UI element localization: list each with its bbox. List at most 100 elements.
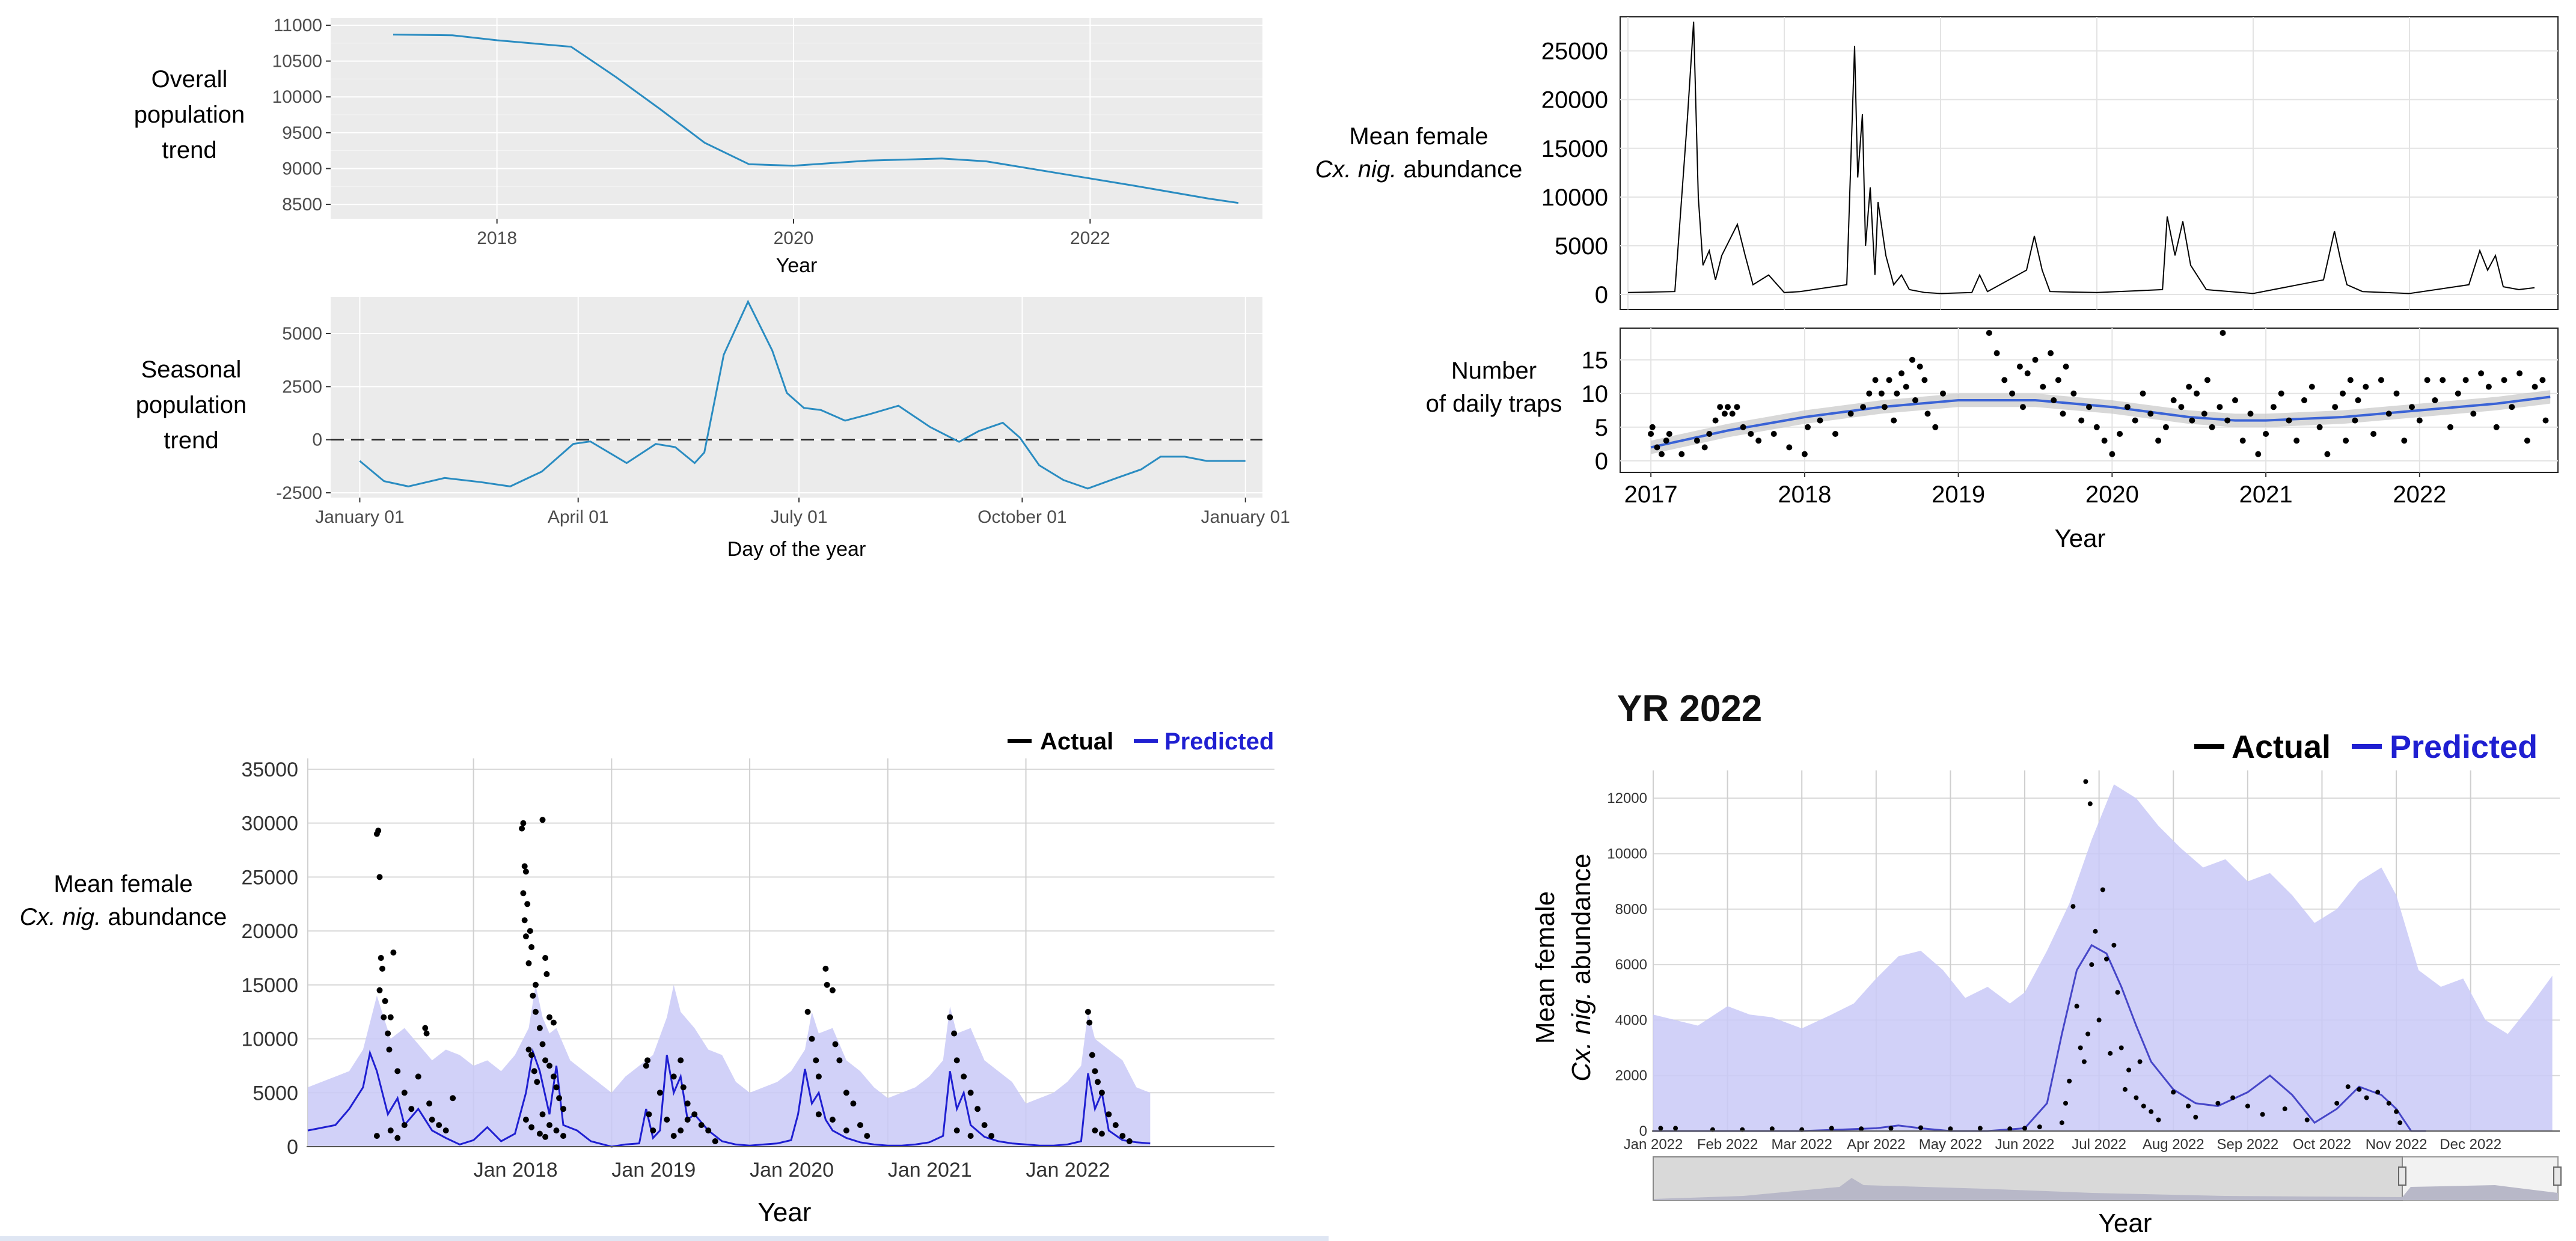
pm-actual-point	[961, 1073, 967, 1080]
seasonal-y-tick-label: -2500	[276, 483, 322, 503]
traps-point	[1734, 404, 1740, 410]
traps-point	[1898, 370, 1904, 377]
abundance-y-tick-label: 15000	[1541, 136, 1608, 162]
pm-actual-point	[387, 1127, 394, 1134]
traps-point	[2189, 417, 2195, 424]
pm-actual-point	[705, 1127, 712, 1134]
traps-point	[2140, 390, 2146, 397]
traps-point	[1986, 330, 1992, 336]
traps-point	[1740, 424, 1746, 430]
pm-actual-point	[553, 1127, 560, 1134]
traps-point	[2509, 404, 2515, 410]
traps-y-tick-label: 0	[1595, 448, 1608, 475]
y22-navigator-left-handle[interactable]	[2398, 1166, 2406, 1186]
seasonal-side-label-line2: population	[136, 392, 247, 418]
traps-point	[2340, 390, 2346, 397]
y22-actual-point	[2260, 1112, 2265, 1117]
traps-point	[1748, 431, 1754, 437]
y22-actual-points	[1658, 779, 2403, 1132]
pm-y-tick-label: 5000	[252, 1082, 298, 1105]
pm-actual-point	[815, 1111, 822, 1118]
pm-y-tick-label: 0	[287, 1136, 298, 1159]
pm-actual-point	[528, 944, 535, 950]
pm-actual-point	[680, 1084, 687, 1091]
y22-actual-point	[2122, 1087, 2128, 1092]
traps-y-ticks: 0 5 10 15	[1582, 347, 1609, 475]
traps-point	[2263, 431, 2269, 437]
y22-x-tick-label: Jul 2022	[2072, 1136, 2126, 1153]
overall-side-label-line3: trend	[162, 137, 216, 163]
seasonal-x-tick-label: October 01	[977, 507, 1066, 527]
y22-actual-point	[2394, 1109, 2399, 1114]
traps-point	[1924, 410, 1931, 417]
pm-actual-point	[670, 1073, 677, 1080]
y22-range-navigator[interactable]	[1653, 1156, 2562, 1201]
traps-point	[2347, 377, 2354, 383]
traps-point	[2155, 438, 2162, 444]
pm-legend-predicted-label: Predicted	[1164, 728, 1274, 755]
pm-actual-point	[426, 1100, 433, 1107]
traps-point	[2217, 404, 2223, 410]
traps-point	[2239, 438, 2246, 444]
traps-point	[2109, 451, 2116, 457]
y22-y-tick-label: 8000	[1615, 901, 1647, 918]
yr2022-title: YR 2022	[1617, 688, 1762, 730]
traps-point	[1917, 364, 1923, 370]
traps-point	[1649, 424, 1656, 430]
y22-actual-point	[2230, 1095, 2236, 1100]
overall-x-tick-label: 2020	[774, 228, 814, 248]
pm-actual-point	[953, 1127, 960, 1134]
pm-actual-point	[542, 1057, 549, 1064]
seasonal-y-tick-label: 0	[312, 430, 322, 450]
y22-y-tick-label: 0	[1639, 1123, 1647, 1139]
pm-actual-point	[974, 1106, 981, 1112]
pm-actual-point	[423, 1030, 430, 1037]
pm-actual-point	[543, 971, 550, 977]
y22-navigator-preview	[1654, 1178, 2558, 1200]
pm-actual-point	[1095, 1079, 1101, 1085]
pm-actual-point	[442, 1127, 449, 1134]
seasonal-x-tick-label: April 01	[548, 507, 609, 527]
y22-abundance-word: abundance	[1567, 853, 1596, 992]
traps-point	[1932, 424, 1939, 430]
traps-point	[2424, 377, 2431, 383]
y22-actual-point	[1658, 1126, 1663, 1131]
traps-point	[1940, 390, 1946, 397]
pm-actual-point	[536, 1025, 543, 1031]
pm-actual-point	[401, 1122, 408, 1129]
pm-actual-point	[1092, 1068, 1098, 1075]
pm-actual-point	[1089, 1052, 1095, 1058]
pm-predicted-line	[307, 1048, 1151, 1148]
pm-actual-point	[857, 1122, 863, 1129]
traps-point	[1717, 404, 1724, 410]
pm-actual-point	[951, 1030, 958, 1037]
abundance-word: abundance	[1397, 156, 1522, 183]
abundance-y-tick-label: 0	[1595, 282, 1608, 308]
traps-side-label-line2: of daily traps	[1426, 391, 1562, 417]
pm-actual-point	[829, 1117, 836, 1123]
pm-actual-point	[520, 890, 527, 897]
y22-navigator-right-handle[interactable]	[2553, 1166, 2562, 1186]
traps-point	[2032, 356, 2039, 363]
y22-actual-point	[2171, 1090, 2176, 1095]
traps-point	[1721, 410, 1728, 417]
pm-actual-point	[678, 1057, 684, 1064]
traps-point	[2170, 397, 2177, 403]
traps-point	[1881, 404, 1888, 410]
pm-actual-point	[644, 1057, 651, 1064]
pm-actual-point	[429, 1117, 435, 1123]
pm-actual-point	[525, 960, 532, 966]
traps-point	[2301, 397, 2307, 403]
traps-point	[2020, 404, 2026, 410]
pm-x-tick-label: Jan 2021	[888, 1159, 972, 1182]
y22-actual-point	[2345, 1084, 2351, 1090]
traps-point	[2270, 404, 2277, 410]
pm-actual-point	[519, 825, 525, 832]
pm-actual-point	[546, 1014, 552, 1020]
traps-point	[2063, 364, 2069, 370]
traps-y-tick-label: 10	[1582, 381, 1609, 407]
pm-actual-point	[684, 1117, 691, 1123]
pm-actual-point	[408, 1106, 415, 1112]
y22-actual-point	[2096, 1017, 2102, 1023]
pm-actual-point	[394, 1135, 401, 1141]
